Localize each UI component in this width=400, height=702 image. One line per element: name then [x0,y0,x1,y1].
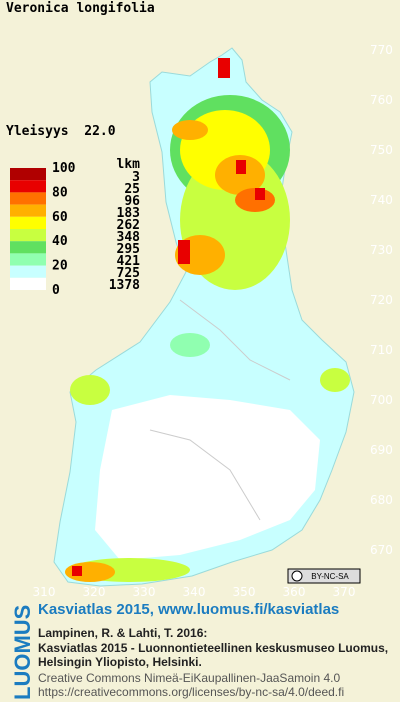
legend-swatch [10,216,46,229]
citation: Lampinen, R. & Lahti, T. 2016: [38,626,207,640]
legend-count: 3 [132,170,140,185]
y-tick-label: 670 [370,543,393,557]
legend-count: 1378 [109,278,140,293]
legend-count: 183 [117,206,140,221]
zone [320,368,350,392]
y-tick-label: 680 [370,493,393,507]
legend-count: 25 [124,182,140,197]
legend-swatch [10,241,46,254]
legend-scale-label: 0 [52,283,60,298]
legend-swatch [10,253,46,266]
citation: Kasviatlas 2015 - Luonnontieteellinen ke… [38,641,388,655]
zone [70,375,110,405]
count-header: lkm [117,157,141,172]
map [53,47,355,587]
x-tick-label: 370 [333,585,356,599]
y-tick-label: 760 [370,93,393,107]
legend-swatch [10,204,46,217]
lowland-white [95,395,320,560]
y-tick-label: 730 [370,243,393,257]
legend-count: 348 [117,230,141,245]
title: Veronica longifolia [6,1,155,16]
legend-swatch [10,277,46,290]
badge-icon [291,570,303,582]
y-tick-label: 750 [370,143,393,157]
x-tick-label: 360 [283,585,306,599]
x-tick-label: 350 [233,585,256,599]
y-tick-label: 720 [370,293,393,307]
citation: Helsingin Yliopisto, Helsinki. [38,655,202,669]
y-tick-label: 740 [370,193,393,207]
legend-scale-label: 40 [52,234,68,249]
legend-swatch [10,265,46,278]
zone [255,188,265,200]
legend-swatch [10,168,46,181]
legend-scale-label: 80 [52,185,68,200]
legend-scale-label: 100 [52,161,76,176]
zone [178,240,190,264]
x-tick-label: 310 [33,585,56,599]
legend-count: 262 [117,218,140,233]
border [149,429,261,521]
x-tick-label: 320 [83,585,106,599]
legend-count: 295 [117,242,140,257]
y-tick-label: 770 [370,43,393,57]
license-url[interactable]: https://creativecommons.org/licenses/by-… [38,685,344,699]
headline[interactable]: Kasviatlas 2015, www.luomus.fi/kasviatla… [38,601,339,618]
legend-scale-label: 60 [52,210,68,225]
zone [218,58,230,78]
y-tick-label: 690 [370,443,393,457]
legend-count: 421 [117,254,141,269]
badge-box [287,568,361,584]
legend-count: 725 [117,266,140,281]
zone [170,333,210,357]
frequency: Yleisyys 22.0 [6,124,116,139]
badge-text: BY-NC-SA [311,572,349,581]
legend-count: 96 [124,194,140,209]
zone [215,155,265,195]
badge: BY-NC-SA [287,568,361,584]
legend-swatch [10,192,46,205]
license: Creative Commons Nimeä-EiKaupallinen-Jaa… [38,671,340,685]
legend-swatch [10,229,46,242]
x-tick-label: 340 [183,585,206,599]
zone [72,566,82,576]
zone [172,120,208,140]
zone [236,160,246,174]
y-tick-label: 710 [370,343,393,357]
y-tick-label: 700 [370,393,393,407]
border [179,299,291,381]
legend-swatch [10,180,46,193]
legend-scale-label: 20 [52,259,68,274]
x-tick-label: 330 [133,585,156,599]
brand: LUOMUS [10,605,35,700]
